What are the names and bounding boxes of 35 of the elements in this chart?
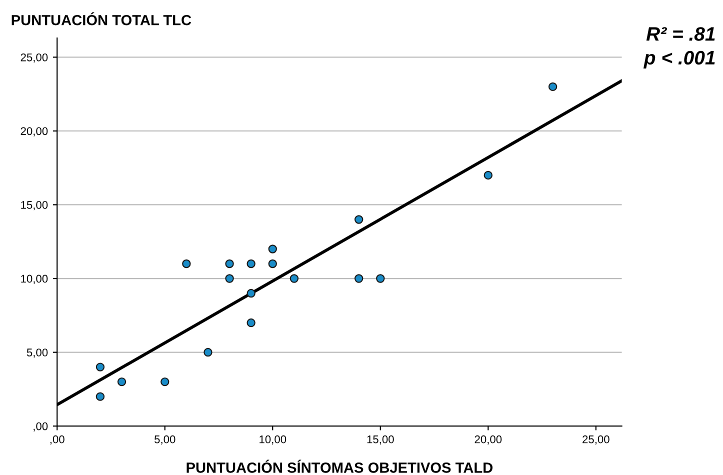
point xyxy=(354,215,364,224)
x-tick-label: 5,00 xyxy=(154,435,176,445)
y-tick-label: 15,00 xyxy=(21,201,48,210)
text: p < .001 xyxy=(643,50,715,68)
x-tick-label: 15,00 xyxy=(367,435,394,445)
point xyxy=(182,259,191,268)
point xyxy=(246,318,256,328)
y-tick-label: 20,00 xyxy=(20,127,48,136)
x-tick-label: ,00 xyxy=(50,435,64,445)
text: R² = .81 xyxy=(646,27,715,41)
y-tick-label: ,00 xyxy=(34,422,48,432)
x-tick-label: 10,00 xyxy=(260,435,286,445)
point xyxy=(376,274,385,283)
point xyxy=(548,82,558,92)
point xyxy=(96,392,105,401)
point xyxy=(484,170,493,180)
x-tick-label: 20,00 xyxy=(474,435,502,445)
point xyxy=(290,274,299,283)
point xyxy=(268,244,277,254)
point xyxy=(354,274,364,283)
point xyxy=(246,259,256,268)
point xyxy=(204,348,212,357)
point xyxy=(225,259,234,268)
y-tick-label: 5,00 xyxy=(26,348,48,358)
y-tick-label: 10,00 xyxy=(21,274,48,284)
point xyxy=(246,288,256,298)
point xyxy=(160,377,170,386)
point xyxy=(225,274,234,283)
point xyxy=(268,259,277,268)
y-tick-label: 25,00 xyxy=(20,53,48,63)
point xyxy=(96,362,105,372)
x-tick-label: 25,00 xyxy=(582,435,610,445)
y-axis-title: PUNTUACIÓN TOTAL TLC xyxy=(12,12,192,26)
point xyxy=(117,377,126,386)
x-axis-title: PUNTUACIÓN SÍNTOMAS OBJETIVOS TALD xyxy=(186,460,493,473)
